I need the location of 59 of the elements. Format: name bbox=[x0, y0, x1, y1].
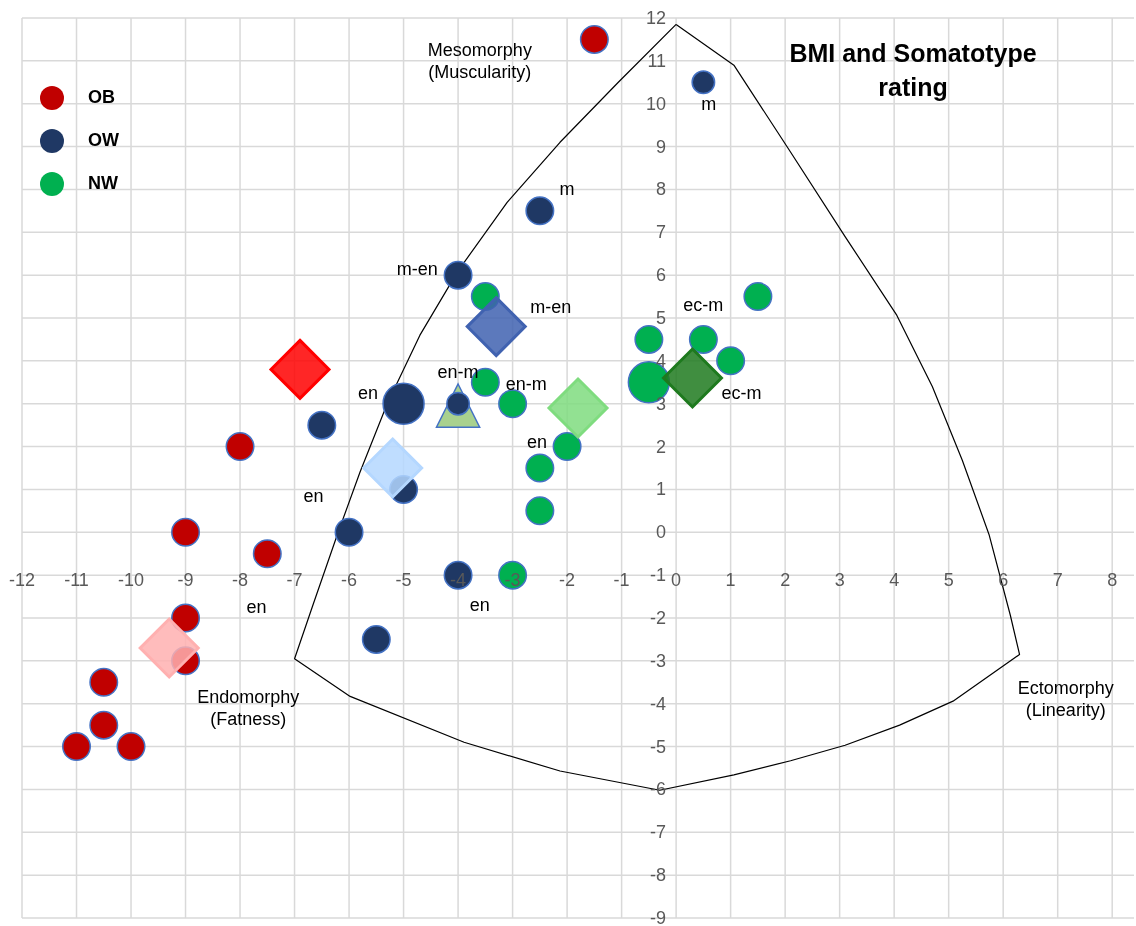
x-tick-label: -5 bbox=[395, 570, 412, 591]
x-tick-label: 3 bbox=[834, 570, 845, 591]
legend-label: OW bbox=[88, 130, 119, 151]
annotation: en bbox=[469, 595, 490, 616]
annotation: ec-m bbox=[683, 295, 724, 316]
y-tick-label: 11 bbox=[647, 50, 667, 71]
legend-label: NW bbox=[88, 173, 118, 194]
x-tick-label: -6 bbox=[341, 570, 358, 591]
x-tick-label: -9 bbox=[177, 570, 194, 591]
y-tick-label: -2 bbox=[650, 608, 667, 628]
annotation: Endomorphy (Fatness) bbox=[197, 687, 300, 729]
annotation: m-en bbox=[530, 297, 572, 318]
annotation: m bbox=[701, 93, 717, 114]
x-tick-label: 4 bbox=[889, 570, 900, 591]
x-tick-label: 7 bbox=[1052, 570, 1063, 591]
annotation: en-m bbox=[437, 361, 479, 382]
x-tick-label: -1 bbox=[613, 570, 630, 591]
annotation: en-m bbox=[505, 374, 547, 395]
x-tick-label: -3 bbox=[504, 570, 521, 591]
x-tick-label: 2 bbox=[780, 570, 791, 591]
y-tick-label: 12 bbox=[646, 8, 667, 28]
annotation: en bbox=[527, 432, 548, 453]
x-tick-label: 0 bbox=[671, 570, 682, 591]
x-tick-label: -7 bbox=[286, 570, 303, 591]
annotation: en bbox=[358, 383, 379, 403]
x-tick-label: 8 bbox=[1107, 570, 1118, 591]
y-tick-label: -8 bbox=[650, 865, 667, 886]
y-tick-label: 7 bbox=[656, 222, 667, 243]
y-tick-label: 5 bbox=[656, 308, 667, 328]
text: BMI and Somatotype rating bbox=[788, 38, 1038, 103]
x-tick-label: -11 bbox=[64, 570, 89, 591]
x-tick-label: -12 bbox=[8, 570, 36, 591]
annotation: Mesomorphy (Muscularity) bbox=[427, 39, 532, 82]
y-tick-label: -9 bbox=[650, 908, 667, 926]
y-tick-label: 3 bbox=[656, 393, 667, 414]
legend-label: OB bbox=[88, 87, 115, 108]
annotation: ec-m bbox=[721, 383, 762, 403]
x-tick-label: -8 bbox=[232, 570, 249, 591]
annotation: en bbox=[303, 485, 324, 506]
y-tick-label: 1 bbox=[656, 479, 667, 500]
y-tick-label: -3 bbox=[650, 650, 667, 671]
annotation: m bbox=[559, 179, 575, 200]
x-tick-label: -10 bbox=[118, 570, 145, 591]
x-tick-label: -2 bbox=[559, 570, 576, 591]
x-tick-label: -4 bbox=[450, 570, 467, 591]
y-tick-label: -5 bbox=[650, 736, 667, 757]
x-tick-label: 5 bbox=[943, 570, 954, 591]
annotation: en bbox=[246, 597, 267, 618]
y-tick-label: 8 bbox=[656, 179, 667, 200]
y-tick-label: 6 bbox=[656, 265, 667, 286]
y-tick-label: 2 bbox=[656, 436, 667, 457]
y-tick-label: 9 bbox=[656, 136, 667, 157]
y-tick-label: -7 bbox=[650, 822, 667, 843]
y-tick-label: 10 bbox=[646, 93, 667, 114]
annotation: Ectomorphy (Linearity) bbox=[1017, 678, 1114, 721]
y-tick-label: 0 bbox=[656, 522, 667, 543]
x-tick-label: 1 bbox=[725, 570, 736, 591]
annotation: m-en bbox=[396, 258, 438, 279]
y-tick-label: -4 bbox=[650, 693, 667, 714]
